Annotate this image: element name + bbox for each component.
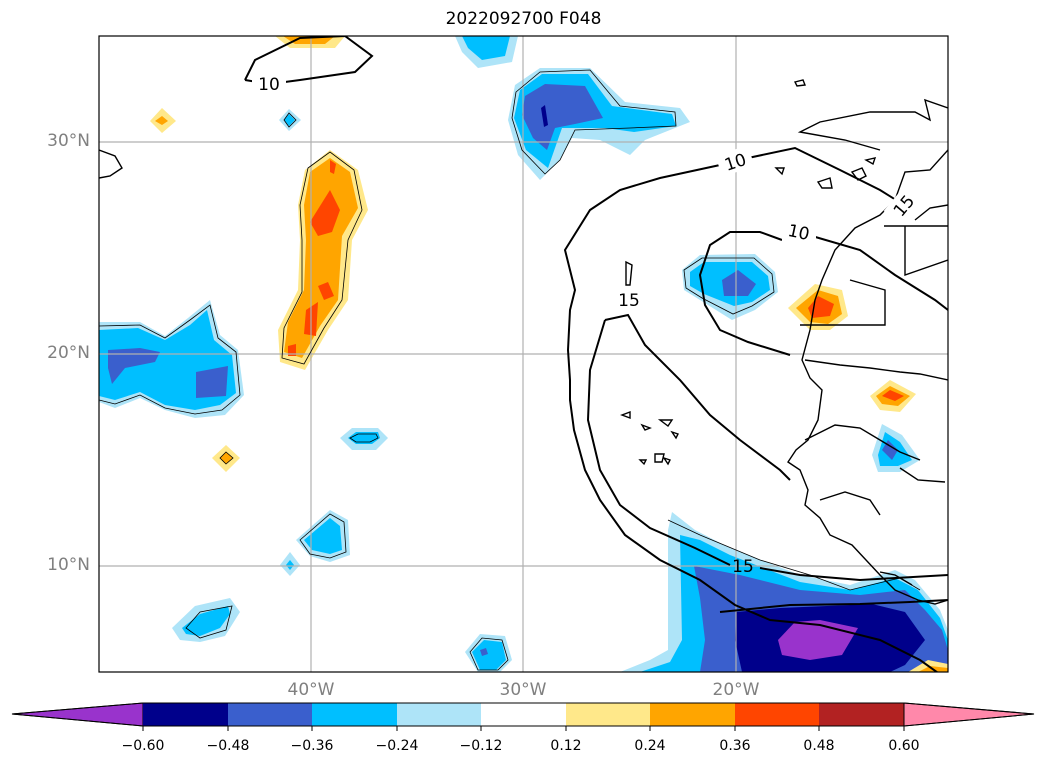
colorbar-swatch-8 bbox=[735, 703, 819, 726]
contour-label: 10 bbox=[786, 221, 811, 245]
colorbar-swatch-9 bbox=[819, 703, 904, 726]
contour-label: 15 bbox=[732, 557, 754, 577]
coastline-layer bbox=[99, 79, 948, 605]
colorbar bbox=[11, 702, 1035, 731]
colorbar-swatch-5 bbox=[481, 703, 566, 726]
anomaly-blob-north-central bbox=[508, 68, 690, 180]
colorbar-tick-label: 0.36 bbox=[719, 738, 751, 754]
colorbar-swatch-3 bbox=[312, 703, 397, 726]
anomaly-blob-central-east bbox=[682, 254, 778, 320]
anomaly-blob-small-orange-east bbox=[870, 380, 916, 412]
latitude-label: 10°N bbox=[47, 555, 90, 575]
anomaly-blob-small-yellow-b bbox=[212, 445, 240, 472]
colorbar-tick-label: 0.60 bbox=[888, 738, 920, 754]
map-title: 2022092700 F048 bbox=[445, 9, 602, 29]
anomaly-blob-coastal-orange bbox=[788, 284, 848, 330]
isoline-layer bbox=[244, 36, 948, 672]
colorbar-swatch-10 bbox=[903, 702, 1035, 727]
colorbar-tick-label: 0.24 bbox=[634, 738, 666, 754]
anomaly-blob-south-west-b bbox=[172, 598, 240, 642]
colorbar-tick-label: −0.24 bbox=[375, 738, 419, 754]
anomaly-blob-small-blue-east bbox=[872, 424, 920, 472]
anomaly-blob-south-east-mass bbox=[620, 512, 948, 672]
colorbar-tick-label: 0.48 bbox=[803, 738, 835, 754]
colorbar-swatch-0 bbox=[11, 702, 144, 727]
colorbar-swatch-1 bbox=[143, 703, 228, 726]
colorbar-tick-label: −0.48 bbox=[206, 738, 250, 754]
latitude-label: 30°N bbox=[47, 131, 90, 151]
colorbar-swatch-6 bbox=[566, 703, 650, 726]
colorbar-swatch-2 bbox=[228, 703, 312, 726]
contour-label: 10 bbox=[258, 75, 280, 95]
anomaly-blob-small-yellow-a bbox=[150, 108, 176, 133]
anomaly-blob-small-blue-a bbox=[279, 109, 301, 131]
anomaly-blob-south-central bbox=[465, 634, 512, 672]
anomaly-blob-top-center bbox=[455, 36, 518, 68]
colorbar-tick-label: −0.36 bbox=[290, 738, 334, 754]
longitude-label: 40°W bbox=[287, 680, 335, 700]
anomaly-blob-orange-streak bbox=[278, 150, 368, 370]
colorbar-tick-label: −0.12 bbox=[459, 738, 503, 754]
anomaly-blob-small-blue-b bbox=[340, 428, 388, 450]
latitude-label: 20°N bbox=[47, 343, 90, 363]
colorbar-tick-label: 0.12 bbox=[550, 738, 582, 754]
anomaly-blob-south-west-a bbox=[280, 510, 350, 576]
contour-label: 15 bbox=[618, 291, 640, 311]
colorbar-swatch-4 bbox=[397, 703, 481, 726]
plot-frame bbox=[98, 35, 949, 673]
longitude-label: 20°W bbox=[712, 680, 760, 700]
colorbar-swatch-7 bbox=[650, 703, 735, 726]
longitude-label: 30°W bbox=[499, 680, 547, 700]
anomaly-blob-west bbox=[99, 300, 244, 418]
gridlines bbox=[99, 36, 948, 672]
colorbar-tick-label: −0.60 bbox=[121, 738, 165, 754]
